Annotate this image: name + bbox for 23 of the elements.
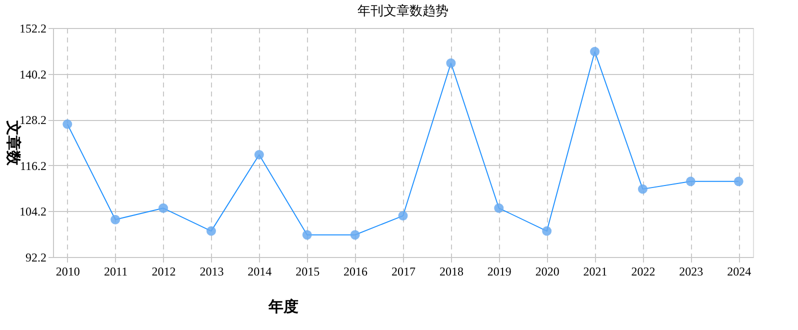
x-tick-label: 2021 [583,264,608,278]
x-tick-label: 2016 [344,264,368,278]
x-tick-label: 2023 [679,264,704,278]
y-tick-label: 92.2 [26,250,46,264]
y-axis-title: 文章数 [4,120,22,166]
chart-title: 年刊文章数趋势 [358,3,448,18]
x-axis-title: 年度 [268,298,298,316]
x-tick-label: 2017 [392,264,416,278]
y-tick-label: 104.2 [20,204,46,219]
x-tick-label: 2011 [104,264,128,278]
y-tick-label: 152.2 [20,22,46,36]
x-tick-label: 2014 [248,264,272,278]
x-tick-label: 2018 [439,264,464,278]
x-tick-label: 2010 [56,264,80,278]
x-tick-label: 2022 [631,264,656,278]
x-tick-label: 2024 [727,264,752,278]
x-tick-label: 2013 [200,264,224,278]
x-tick-label: 2012 [152,264,176,278]
x-tick-label: 2019 [487,264,512,278]
x-tick-label: 2015 [296,264,320,278]
y-tick-label: 116.2 [20,158,46,173]
y-tick-label: 140.2 [20,67,46,82]
x-tick-label: 2020 [535,264,560,278]
